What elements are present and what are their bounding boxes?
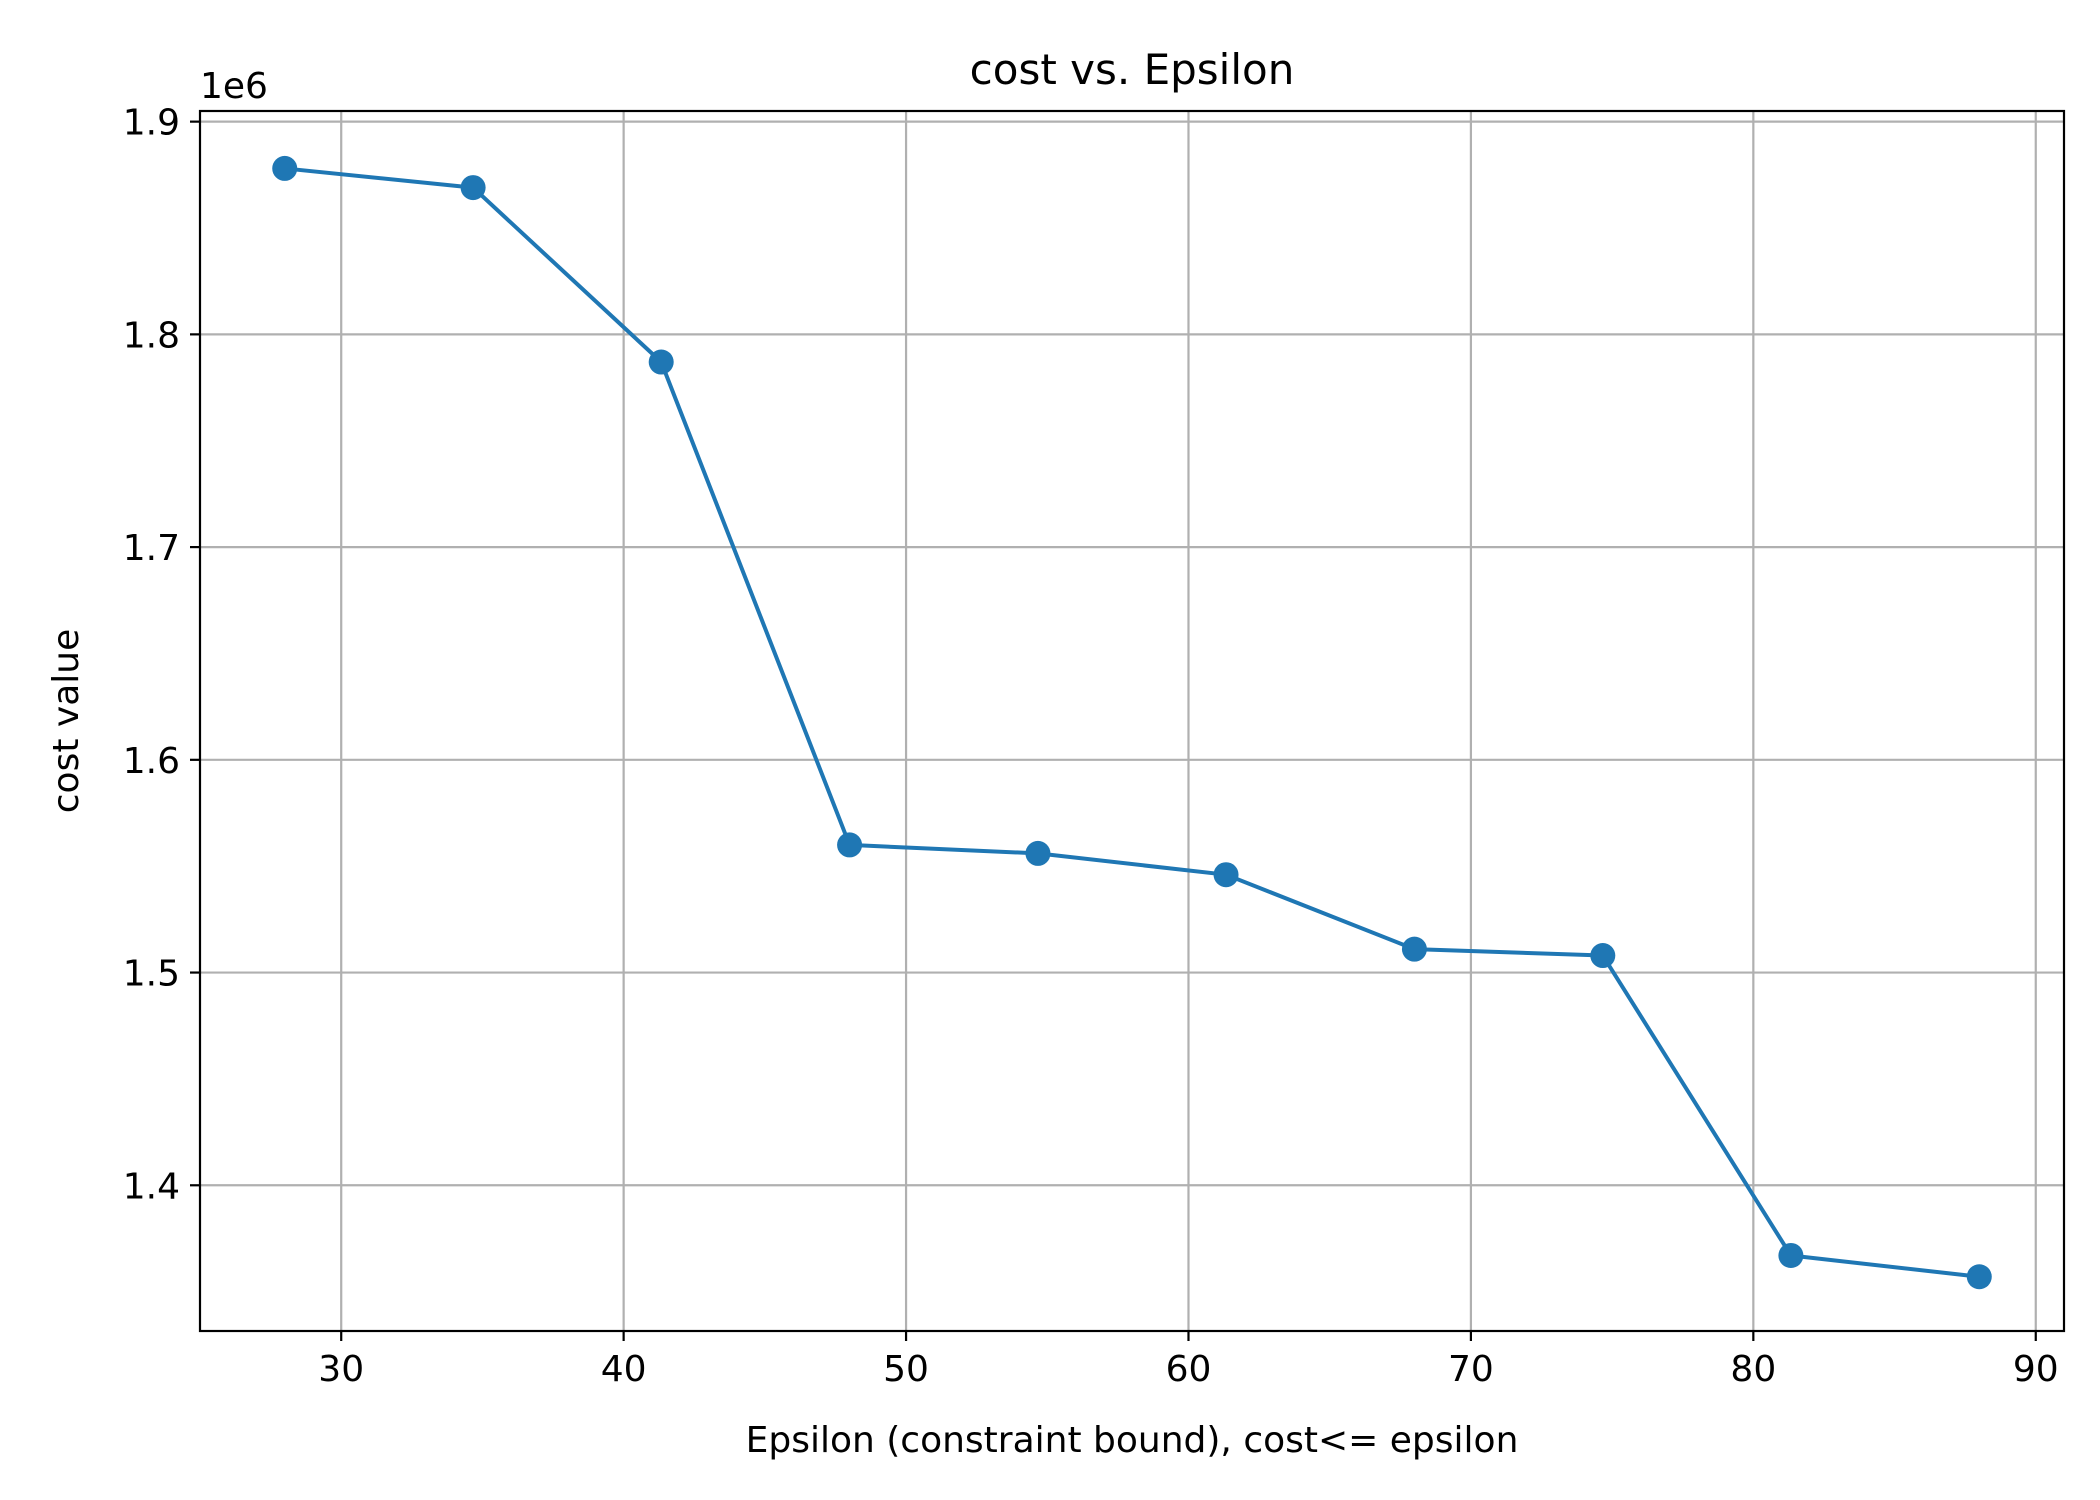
y-tick-label: 1.5 [123, 954, 180, 995]
x-axis-label: Epsilon (constraint bound), cost<= epsil… [746, 1420, 1519, 1461]
y-axis-label: cost value [46, 629, 87, 813]
data-point [837, 832, 863, 858]
axes-frame [198, 109, 2066, 1333]
series-line [284, 166, 1980, 1279]
grid [200, 111, 2064, 1331]
x-tick-label: 90 [2013, 1349, 2059, 1390]
x-tick-label: 60 [1166, 1349, 1212, 1390]
x-tick-label: 80 [1730, 1349, 1776, 1390]
data-point [1966, 1264, 1992, 1290]
data-point [272, 155, 298, 181]
data-point [1778, 1242, 1804, 1268]
data-point [460, 175, 486, 201]
data-point [1213, 862, 1239, 888]
x-tick-label: 30 [318, 1349, 364, 1390]
y-offset-label: 1e6 [200, 66, 268, 107]
x-tick-label: 40 [601, 1349, 647, 1390]
x-tick-label: 70 [1448, 1349, 1494, 1390]
x-tick-label: 50 [883, 1349, 929, 1390]
y-tick-label: 1.8 [123, 315, 180, 356]
y-tick-label: 1.4 [123, 1166, 180, 1207]
y-tick-label: 1.7 [123, 528, 180, 569]
series-layer [272, 155, 1992, 1290]
y-tick-label: 1.9 [123, 103, 180, 144]
chart-title: cost vs. Epsilon [970, 45, 1295, 94]
data-point [648, 349, 674, 375]
ticks: 30 40 50 60 70 80 90 1.4 1.5 1.6 1.7 1.8 1.9 [123, 103, 2059, 1390]
y-tick-label: 1.6 [123, 741, 180, 782]
data-point [1590, 943, 1616, 969]
data-point [1401, 936, 1427, 962]
data-point [1025, 840, 1051, 866]
